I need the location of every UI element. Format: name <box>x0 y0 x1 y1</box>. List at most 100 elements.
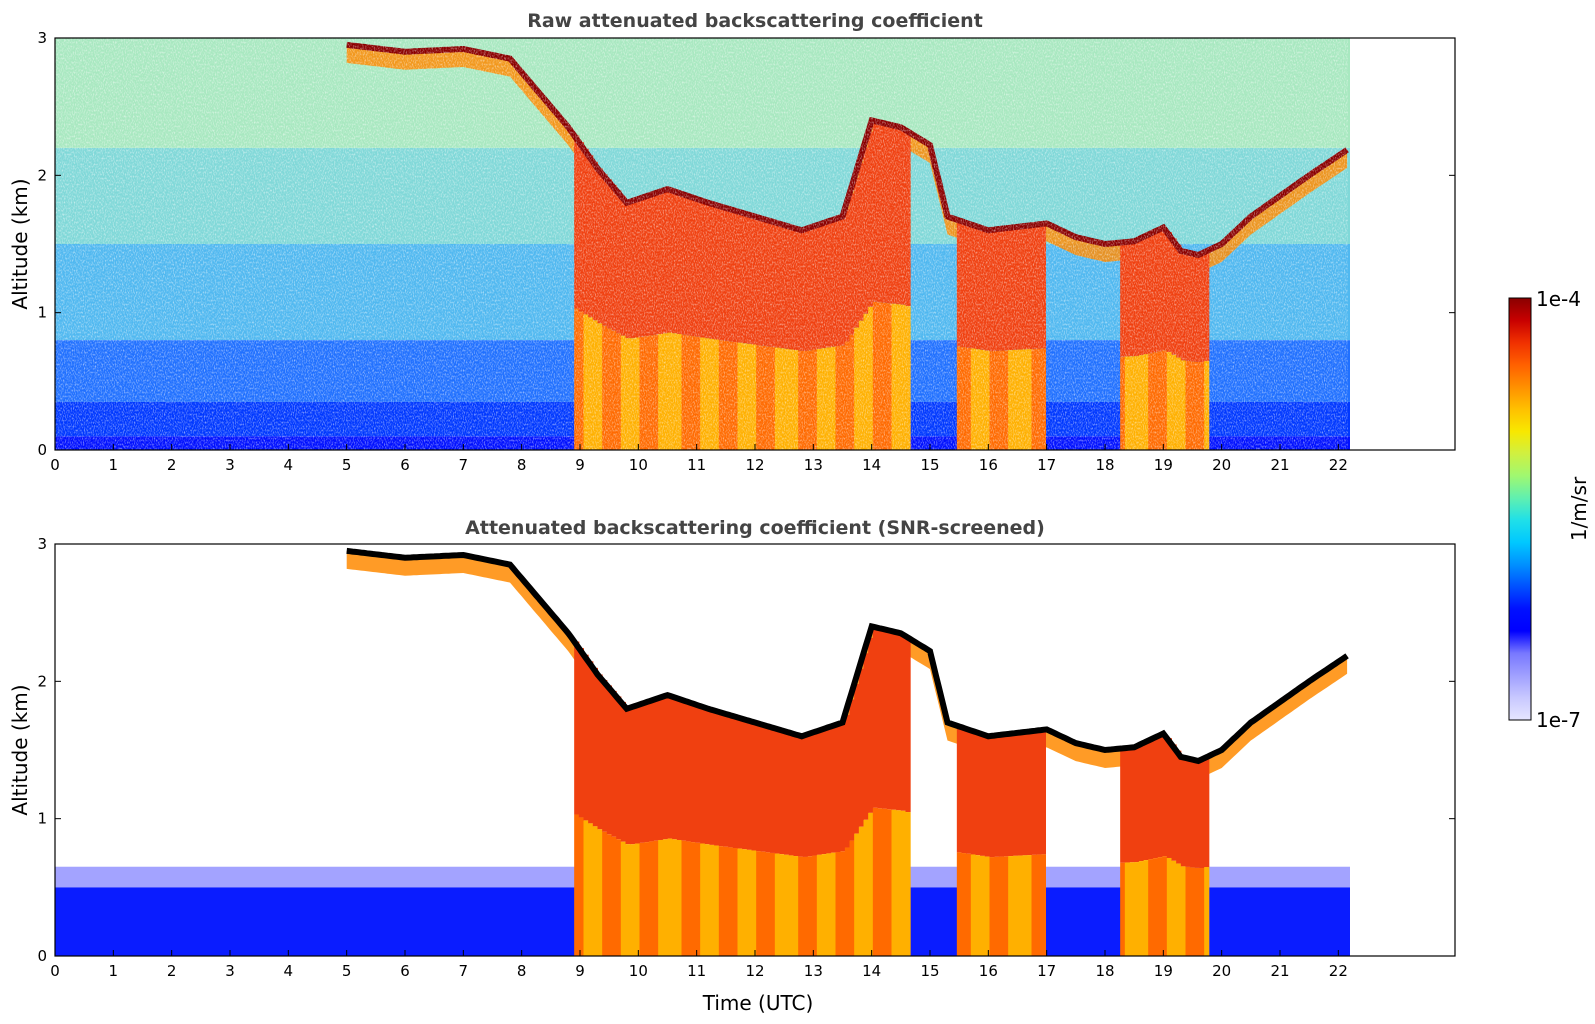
cloud-column-lower <box>1180 866 1186 956</box>
cloud-column-upper <box>802 735 808 857</box>
cloud-column-upper <box>672 696 678 840</box>
panel-raw-title: Raw attenuated backscattering coefficien… <box>527 10 983 32</box>
cloud-column-upper <box>882 628 888 809</box>
cloud-column-lower <box>639 842 645 956</box>
cloud-column-lower <box>1176 863 1182 956</box>
y-tick-label: 3 <box>37 29 47 47</box>
x-tick-label: 3 <box>225 456 235 474</box>
x-tick-label: 21 <box>1270 456 1289 474</box>
cloud-column-lower <box>653 840 659 956</box>
cloud-column-upper <box>742 718 748 850</box>
cloud-column-upper <box>1124 748 1130 863</box>
cloud-column-lower <box>681 840 687 956</box>
cloud-column-upper <box>602 679 608 832</box>
y-tick-label: 3 <box>37 535 47 553</box>
cloud-column-lower <box>1031 854 1037 956</box>
cloud-column-upper <box>695 704 701 843</box>
cloud-column-lower <box>1204 867 1210 956</box>
panel-screened-image <box>55 547 1350 956</box>
cloud-column-upper <box>1199 760 1205 868</box>
cloud-column-upper <box>690 702 696 843</box>
x-tick-label: 17 <box>1037 456 1056 474</box>
x-tick-label: 9 <box>575 962 585 980</box>
cloud-column-lower <box>812 855 818 956</box>
x-tick-label: 10 <box>629 456 648 474</box>
cloud-column-lower <box>1148 859 1154 956</box>
cloud-column-upper <box>872 626 878 808</box>
x-tick-label: 3 <box>225 962 235 980</box>
cloud-column-lower <box>686 841 692 956</box>
cloud-column-upper <box>1026 731 1032 856</box>
panel-screened-y-axis: 0 1 2 3 <box>37 535 1455 965</box>
cloud-column-upper <box>840 723 846 852</box>
cloud-column-lower <box>760 851 766 956</box>
cloud-column-lower <box>602 831 608 956</box>
cloud-column-upper <box>578 648 584 818</box>
x-tick-label: 10 <box>629 962 648 980</box>
cloud-column-lower <box>611 836 617 956</box>
x-tick-label: 8 <box>517 456 527 474</box>
cloud-column-lower <box>732 848 738 956</box>
cloud-column-upper <box>737 717 743 849</box>
cloud-column-upper <box>980 733 986 856</box>
cloud-column-upper <box>1040 730 1046 855</box>
cloud-column-upper <box>686 701 692 842</box>
cloud-column-upper <box>765 725 771 853</box>
cloud-column-upper <box>760 724 766 852</box>
cloud-column-lower <box>863 819 869 956</box>
cloud-column-upper <box>709 709 715 845</box>
x-tick-label: 15 <box>920 456 939 474</box>
cloud-column-upper <box>1138 745 1144 862</box>
cloud-column-lower <box>891 809 897 956</box>
cloud-column-lower <box>998 856 1004 956</box>
cloud-column-lower <box>1022 855 1028 956</box>
cloud-column-lower <box>1008 856 1014 956</box>
x-tick-label: 19 <box>1154 962 1173 980</box>
cloud-column-upper <box>1180 756 1186 867</box>
cloud-column-upper <box>1185 757 1191 867</box>
cloud-column-upper <box>583 654 589 821</box>
cloud-column-lower <box>667 838 673 956</box>
cloud-column-upper <box>681 699 687 841</box>
cloud-column-upper <box>606 685 612 835</box>
cloud-column-upper <box>1120 748 1126 863</box>
cloud-column-upper <box>1134 747 1140 863</box>
cloud-column-upper <box>998 735 1004 857</box>
colorbar-min-label: 1e-7 <box>1536 708 1581 732</box>
panel-raw-y-label: Altitude (km) <box>8 178 32 309</box>
cloud-column-upper <box>756 722 762 852</box>
cloud-column-lower <box>798 856 804 956</box>
cloud-column-upper <box>700 706 706 844</box>
x-tick-label: 12 <box>745 962 764 980</box>
cloud-column-upper <box>611 690 617 837</box>
cloud-column-upper <box>849 699 855 841</box>
cloud-column-lower <box>970 854 976 956</box>
cloud-column-upper <box>1162 734 1168 857</box>
cloud-column-lower <box>1194 867 1200 956</box>
cloud-column-upper <box>896 632 902 811</box>
cloud-column-upper <box>751 721 757 851</box>
cloud-column-lower <box>625 844 631 956</box>
colorbar: 1e-4 1e-7 1/m/sr <box>1508 287 1591 732</box>
cloud-column-upper <box>830 726 836 853</box>
panel-screened-title: Attenuated backscattering coefficient (S… <box>465 517 1045 539</box>
x-tick-label: 8 <box>517 962 527 980</box>
cloud-column-upper <box>807 734 813 857</box>
x-tick-label: 5 <box>342 962 352 980</box>
cloud-column-lower <box>1143 860 1149 956</box>
cloud-column-upper <box>728 714 734 848</box>
cloud-column-lower <box>616 839 622 956</box>
cloud-column-lower <box>1190 867 1196 956</box>
cloud-column-upper <box>634 706 640 844</box>
x-tick-label: 4 <box>284 456 294 474</box>
cloud-column-upper <box>970 730 976 855</box>
x-tick-label: 4 <box>284 962 294 980</box>
x-tick-label: 14 <box>862 456 881 474</box>
cloud-column-lower <box>966 853 972 956</box>
cloud-column-lower <box>1166 857 1172 956</box>
y-tick-label: 0 <box>37 441 47 459</box>
cloud-column-lower <box>905 812 911 956</box>
panel-screened: Attenuated backscattering coefficient (S… <box>8 517 1456 1015</box>
x-tick-label: 19 <box>1154 456 1173 474</box>
cloud-column-lower <box>723 846 729 956</box>
